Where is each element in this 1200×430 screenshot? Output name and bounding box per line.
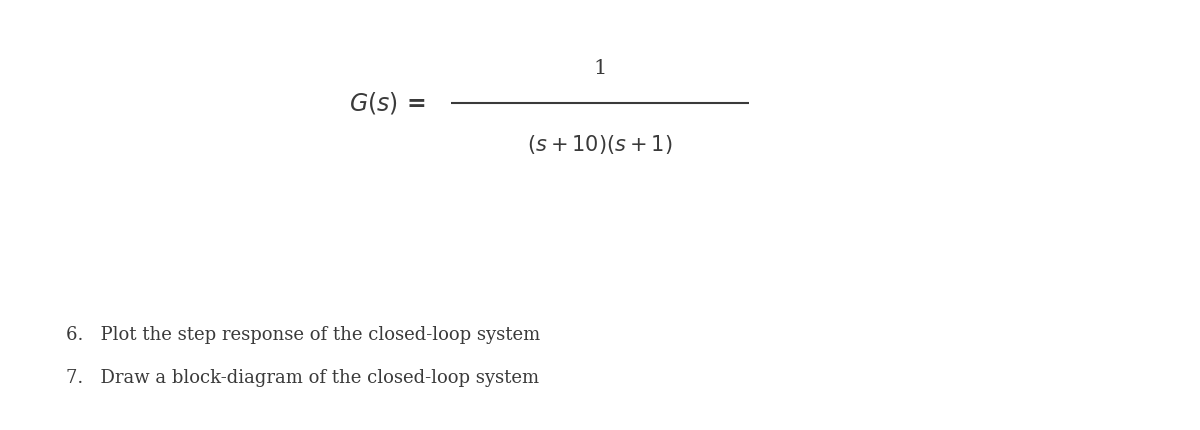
Text: 1: 1 <box>593 59 607 78</box>
Text: $\mathit{(s + 10)(s + 1)}$: $\mathit{(s + 10)(s + 1)}$ <box>527 132 673 156</box>
Text: 6.   Plot the step response of the closed-loop system: 6. Plot the step response of the closed-… <box>66 326 540 344</box>
Text: $\mathit{G(s)}$ =: $\mathit{G(s)}$ = <box>349 90 426 116</box>
Text: 7.   Draw a block-diagram of the closed-loop system: 7. Draw a block-diagram of the closed-lo… <box>66 369 539 387</box>
